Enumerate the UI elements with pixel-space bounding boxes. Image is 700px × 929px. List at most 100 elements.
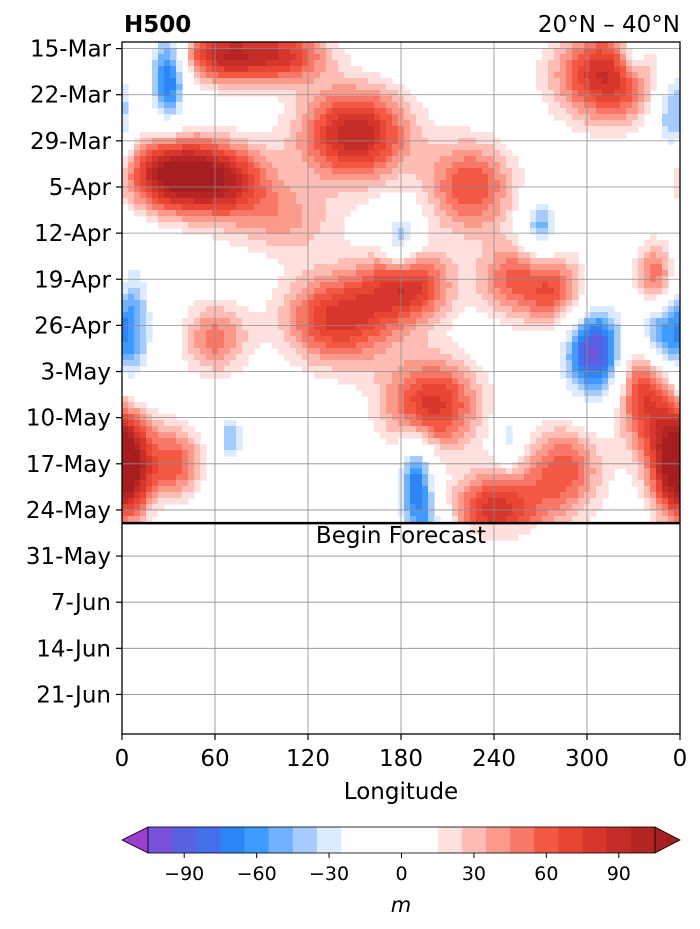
- field-cell: [410, 432, 417, 439]
- field-cell: [512, 180, 519, 187]
- field-cell: [428, 282, 435, 289]
- field-cell: [638, 396, 645, 403]
- field-cell: [440, 372, 447, 379]
- field-cell: [410, 354, 417, 361]
- field-cell: [650, 384, 657, 391]
- field-cell: [416, 102, 423, 109]
- field-cell: [650, 78, 657, 85]
- field-cell: [458, 516, 465, 523]
- field-cell: [272, 288, 279, 295]
- field-cell: [272, 306, 279, 313]
- field-cell: [668, 114, 675, 121]
- field-cell: [206, 210, 213, 217]
- field-cell: [182, 462, 189, 469]
- field-cell: [380, 270, 387, 277]
- field-cell: [314, 246, 321, 253]
- field-cell: [176, 180, 183, 187]
- field-cell: [200, 336, 207, 343]
- field-cell: [626, 378, 633, 385]
- field-cell: [590, 132, 597, 139]
- field-cell: [500, 204, 507, 211]
- field-cell: [170, 132, 177, 139]
- field-cell: [404, 102, 411, 109]
- field-cell: [632, 270, 639, 277]
- field-cell: [194, 210, 201, 217]
- field-cell: [404, 474, 411, 481]
- field-cell: [320, 48, 327, 55]
- field-cell: [560, 480, 567, 487]
- field-cell: [134, 402, 141, 409]
- field-cell: [140, 288, 147, 295]
- field-cell: [662, 312, 669, 319]
- field-cell: [440, 138, 447, 145]
- field-cell: [128, 480, 135, 487]
- field-cell: [146, 486, 153, 493]
- field-cell: [272, 132, 279, 139]
- field-cell: [650, 456, 657, 463]
- colorbar-tick-label: −30: [309, 863, 349, 885]
- field-cell: [572, 468, 579, 475]
- field-cell: [230, 306, 237, 313]
- field-cell: [620, 72, 627, 79]
- field-cell: [548, 474, 555, 481]
- field-cell: [206, 180, 213, 187]
- field-cell: [248, 222, 255, 229]
- field-cell: [350, 114, 357, 121]
- field-cell: [338, 174, 345, 181]
- field-cell: [458, 498, 465, 505]
- field-cell: [416, 168, 423, 175]
- field-cell: [164, 186, 171, 193]
- field-cell: [392, 90, 399, 97]
- field-cell: [500, 300, 507, 307]
- field-cell: [278, 162, 285, 169]
- field-cell: [134, 294, 141, 301]
- field-cell: [416, 174, 423, 181]
- colorbar-tick-label: 60: [534, 863, 558, 885]
- field-cell: [296, 342, 303, 349]
- field-cell: [296, 42, 303, 49]
- field-cell: [308, 228, 315, 235]
- field-cell: [272, 78, 279, 85]
- field-cell: [140, 360, 147, 367]
- field-cell: [602, 384, 609, 391]
- field-cell: [248, 144, 255, 151]
- field-cell: [170, 192, 177, 199]
- field-cell: [236, 348, 243, 355]
- field-cell: [428, 510, 435, 517]
- field-cell: [494, 180, 501, 187]
- field-cell: [140, 432, 147, 439]
- field-cell: [548, 438, 555, 445]
- field-cell: [512, 468, 519, 475]
- field-cell: [650, 336, 657, 343]
- field-cell: [578, 354, 585, 361]
- y-tick-label: 7-Jun: [51, 590, 111, 616]
- field-cell: [206, 48, 213, 55]
- field-cell: [416, 288, 423, 295]
- field-cell: [434, 258, 441, 265]
- field-cell: [434, 378, 441, 385]
- field-cell: [122, 456, 129, 463]
- field-cell: [416, 480, 423, 487]
- field-cell: [662, 456, 669, 463]
- field-cell: [530, 306, 537, 313]
- field-cell: [386, 294, 393, 301]
- field-cell: [194, 186, 201, 193]
- field-cell: [446, 144, 453, 151]
- field-cell: [302, 204, 309, 211]
- field-cell: [122, 348, 129, 355]
- field-cell: [644, 468, 651, 475]
- field-cell: [458, 306, 465, 313]
- field-cell: [380, 120, 387, 127]
- field-cell: [638, 468, 645, 475]
- field-cell: [524, 522, 531, 529]
- field-cell: [440, 216, 447, 223]
- field-cell: [374, 288, 381, 295]
- y-tick-label: 29-Mar: [30, 129, 112, 155]
- field-cell: [362, 282, 369, 289]
- field-cell: [320, 216, 327, 223]
- field-cell: [428, 372, 435, 379]
- field-cell: [614, 408, 621, 415]
- field-cell: [530, 288, 537, 295]
- field-cell: [188, 426, 195, 433]
- field-cell: [164, 114, 171, 121]
